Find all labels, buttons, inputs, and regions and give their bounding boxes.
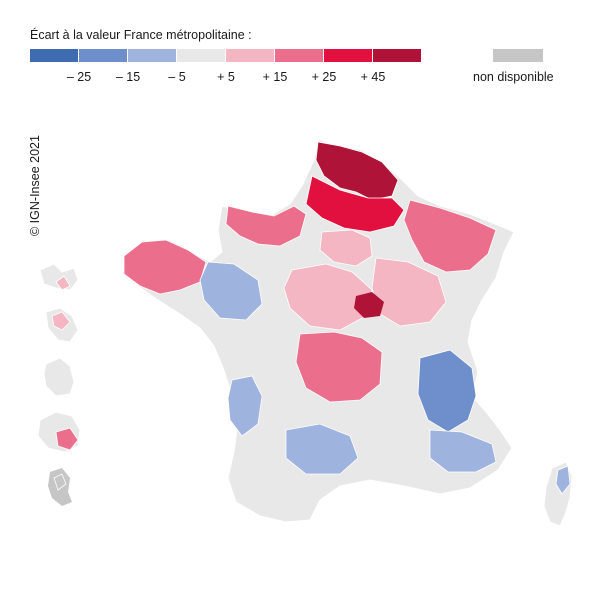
- legend-tick: – 15: [115, 70, 141, 84]
- region-centre: [283, 263, 373, 331]
- region-normandie: [225, 205, 307, 247]
- region-picardie: [305, 175, 405, 233]
- legend-swatch-4: [177, 49, 225, 62]
- legend-tick: + 45: [360, 70, 386, 84]
- legend-swatch-5: [226, 49, 274, 62]
- legend-title: Écart à la valeur France métropolitaine …: [30, 28, 252, 42]
- legend-tick: + 15: [262, 70, 288, 84]
- region-ile-de-france: [319, 229, 373, 267]
- legend-swatch-1: [30, 49, 78, 62]
- legend-na-swatch: [493, 49, 543, 62]
- legend-color-scale: [30, 49, 422, 62]
- legend-swatch-6: [275, 49, 323, 62]
- region-aquitaine: [227, 375, 263, 437]
- legend-na-label: non disponible: [473, 70, 554, 84]
- legend-tick: + 5: [217, 70, 235, 84]
- legend-swatch-7: [324, 49, 372, 62]
- region-corse: [555, 465, 571, 495]
- legend-ticks: – 25 – 15 – 5 + 5 + 15 + 25 + 45: [30, 70, 430, 86]
- region-midi-pyrenees: [285, 423, 359, 475]
- region-martinique: [51, 311, 71, 331]
- region-reunion: [55, 427, 79, 451]
- guyane-shape: [43, 357, 75, 397]
- region-pays-de-la-loire: [199, 261, 263, 321]
- region-provence: [429, 429, 497, 473]
- region-champagne-lorraine: [403, 199, 497, 273]
- legend-tick: – 25: [66, 70, 92, 84]
- legend-tick: – 5: [168, 70, 186, 84]
- region-alpes: [417, 349, 477, 433]
- region-paris-core: [354, 292, 384, 318]
- legend-swatch-3: [128, 49, 176, 62]
- legend-swatch-2: [79, 49, 127, 62]
- legend-swatch-8: [373, 49, 421, 62]
- region-mayotte: [53, 473, 67, 491]
- region-auvergne-limousin: [295, 331, 383, 403]
- region-guadeloupe: [55, 275, 71, 291]
- legend-tick: + 25: [311, 70, 337, 84]
